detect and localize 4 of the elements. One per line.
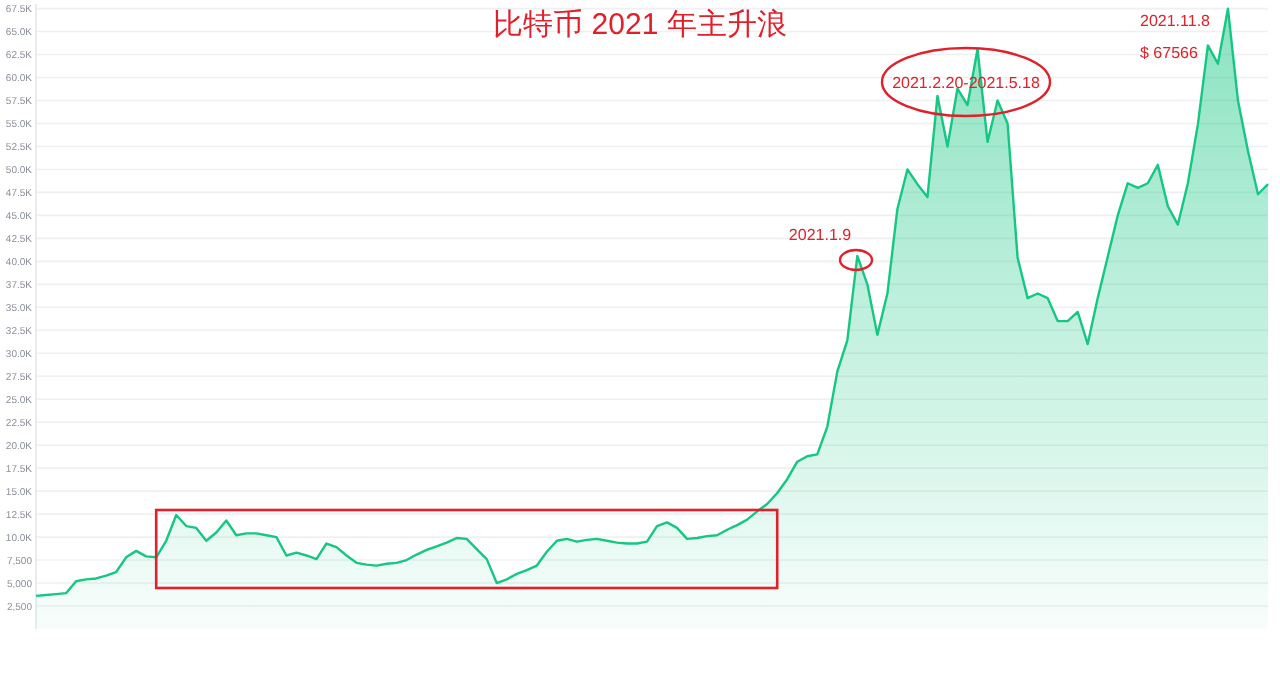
annotation: $ 67566 — [1140, 44, 1199, 62]
chart-title: 比特币 2021 年主升浪 — [493, 8, 787, 42]
annotation: 2021.1.9 — [788, 226, 853, 244]
annotation: 2021.11.8 — [1140, 12, 1212, 30]
